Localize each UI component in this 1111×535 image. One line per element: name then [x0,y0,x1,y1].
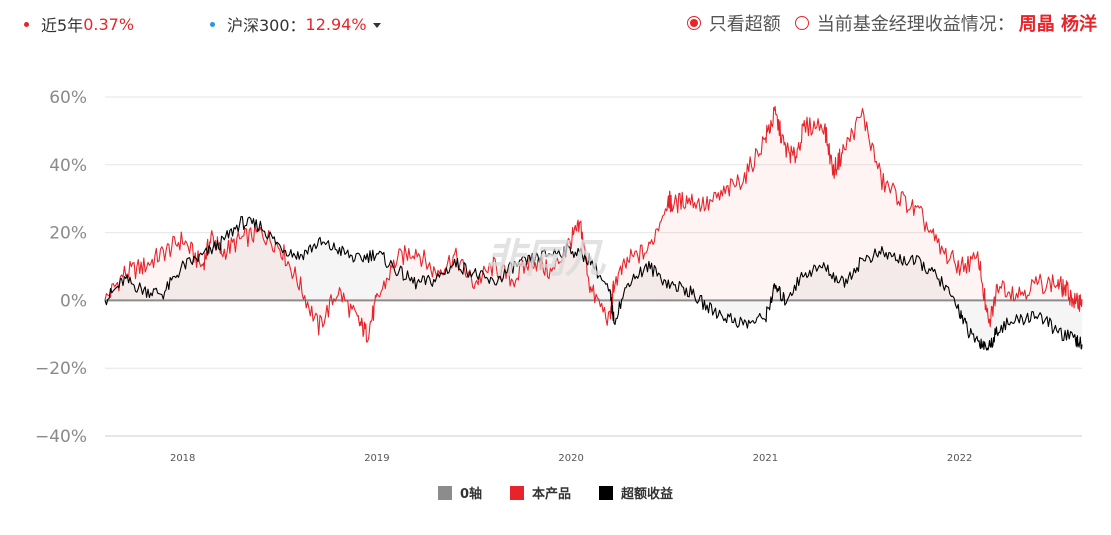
series-area-excess [105,216,1082,351]
manager-names[interactable]: 周晶 杨洋 [1018,14,1097,35]
radio-checked-dot [689,19,698,27]
y-tick-label: 0% [60,291,87,311]
metric-5yr-value: 0.37% [83,14,135,34]
y-tick-label: 40% [49,156,87,176]
x-axis-ticks: 2018 2019 2020 2021 2022 [170,453,972,464]
manager-radio[interactable] [794,16,809,30]
watermark: 非同凡 [485,236,607,282]
x-tick-label: 2020 [558,453,583,464]
benchmark-value: 12.94% [305,14,367,34]
chart-legend: 0轴 本产品 超额收益 [0,483,1111,502]
x-tick-label: 2018 [170,453,195,464]
benchmark-label: 沪深300： [227,16,306,35]
legend-label: 超额收益 [621,487,674,502]
y-tick-label: −40% [35,427,87,447]
legend-swatch [437,485,452,500]
legend-item[interactable]: 超额收益 [599,483,673,502]
y-axis-ticks: 60% 40% 20% 0% −20% −40% [35,88,87,447]
series-line-excess [104,215,1083,351]
grid-lines [105,96,1082,437]
legend-item[interactable]: 本产品 [510,483,571,502]
metric-5yr[interactable]: 近5年 0.37% [24,12,134,36]
series-line-product [104,105,1083,343]
chevron-down-icon[interactable] [372,22,381,28]
y-tick-label: 60% [49,88,87,108]
manager-label[interactable]: 当前基金经理收益情况： [816,14,1015,35]
y-tick-label: −20% [35,359,87,379]
series-areas [105,106,1082,351]
x-tick-label: 2021 [753,453,778,464]
metric-5yr-label: 近5年 [41,16,84,35]
only-excess-label[interactable]: 只看超额 [708,14,781,35]
y-tick-label: 20% [49,224,87,244]
legend-swatch [510,485,524,500]
only-excess-radio[interactable] [686,16,701,30]
legend-label: 本产品 [532,487,572,502]
legend-label: 0轴 [459,487,482,502]
benchmark-dot [210,21,215,27]
metric-5yr-dot [24,21,29,27]
x-tick-label: 2022 [947,453,972,464]
right-tools: 只看超额 当前基金经理收益情况： 周晶 杨洋 [686,10,1097,36]
series-lines [104,105,1083,351]
legend-swatch [599,485,614,500]
benchmark-selector[interactable]: 沪深300： 12.94% [210,12,381,36]
top-bar: 近5年 0.37% 沪深300： 12.94% 只看超额 当前基金经理收益情况：… [0,0,1111,46]
x-tick-label: 2019 [364,453,389,464]
legend-item[interactable]: 0轴 [437,483,482,502]
